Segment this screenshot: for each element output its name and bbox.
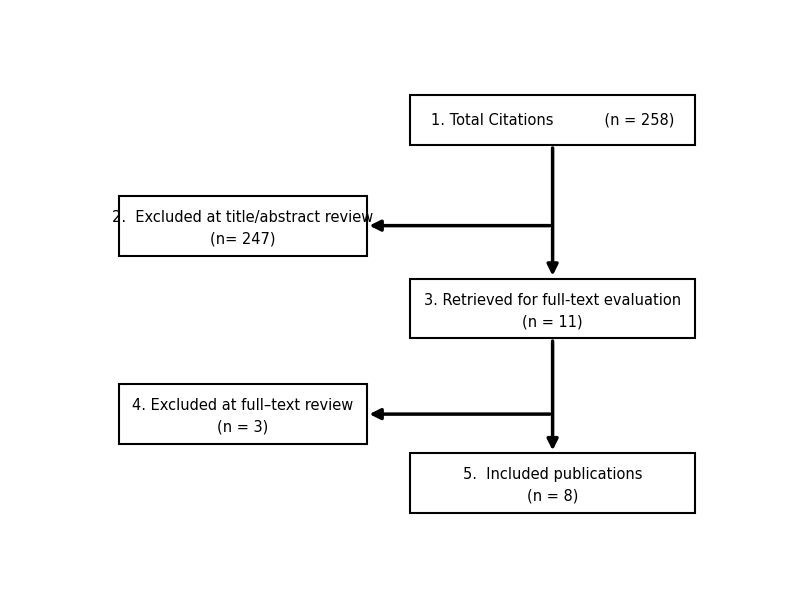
FancyBboxPatch shape [118, 384, 366, 444]
FancyBboxPatch shape [118, 196, 366, 256]
FancyBboxPatch shape [410, 453, 695, 513]
FancyBboxPatch shape [410, 278, 695, 338]
Text: 3. Retrieved for full-text evaluation: 3. Retrieved for full-text evaluation [424, 293, 681, 307]
Text: (n = 11): (n = 11) [522, 314, 583, 329]
Text: (n = 3): (n = 3) [217, 420, 268, 435]
Text: 4. Excluded at full–text review: 4. Excluded at full–text review [132, 398, 354, 413]
Text: 1. Total Citations           (n = 258): 1. Total Citations (n = 258) [431, 112, 674, 127]
Text: 2.  Excluded at title/abstract review: 2. Excluded at title/abstract review [112, 210, 374, 224]
Text: 5.  Included publications: 5. Included publications [463, 467, 642, 482]
FancyBboxPatch shape [410, 94, 695, 145]
Text: (n= 247): (n= 247) [210, 231, 275, 247]
Text: (n = 8): (n = 8) [527, 489, 578, 504]
